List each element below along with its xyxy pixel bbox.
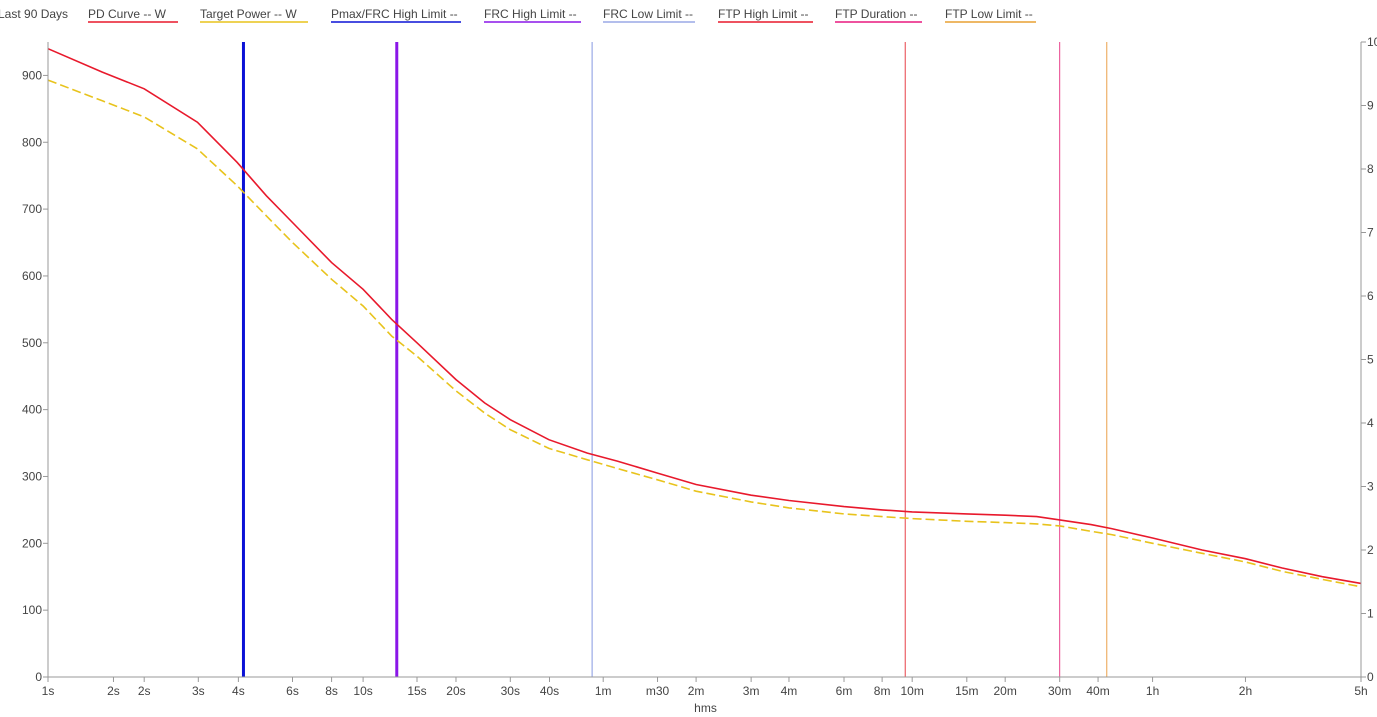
pd-curve-line	[47, 47, 1362, 585]
x-tick-label: 10m	[901, 684, 924, 698]
x-tick-label: 4m	[781, 684, 798, 698]
y2-tick-label: 2	[1367, 543, 1374, 557]
x-tick-label: 15s	[407, 684, 426, 698]
legend-entry-label: Target Power -- W	[200, 7, 297, 21]
x-tick-label: 30s	[501, 684, 520, 698]
y2-tick-label: 6	[1367, 289, 1374, 303]
x-tick-label: 40m	[1086, 684, 1109, 698]
y-axis-right: 0 1 2 3 4 5 6 7 8 9 10	[1360, 35, 1377, 684]
x-tick-label: 6m	[836, 684, 853, 698]
y-tick-label: 400	[22, 403, 42, 417]
y2-tick-label: 10	[1367, 35, 1377, 49]
x-tick-label: 2h	[1239, 684, 1252, 698]
x-tick-label: 4s	[232, 684, 245, 698]
x-tick-label: 20m	[994, 684, 1017, 698]
x-axis: 1s 2s 2s 3s 4s 6s 8s 10s 15s 20s 30s 40s 1m m30 2m 3m 4m…	[42, 676, 1368, 698]
y2-tick-label: 1	[1367, 607, 1374, 621]
y-tick-label: 600	[22, 269, 42, 283]
y2-tick-label: 5	[1367, 353, 1374, 367]
legend-entry-label: FTP High Limit --	[718, 7, 808, 21]
target-power-line	[47, 79, 1362, 588]
x-tick-label: 1s	[42, 684, 55, 698]
y-tick-label: 100	[22, 603, 42, 617]
y2-tick-label: 8	[1367, 162, 1374, 176]
legend-period-label: Last 90 Days	[0, 7, 68, 21]
y2-tick-label: 3	[1367, 480, 1374, 494]
y-tick-label: 0	[35, 670, 42, 684]
x-tick-label: 8m	[874, 684, 891, 698]
x-tick-label: 8s	[325, 684, 338, 698]
x-tick-label: 15m	[955, 684, 978, 698]
y2-tick-label: 0	[1367, 670, 1374, 684]
y-axis-left: 0 100 200 300 400 500 600 700 800 900	[22, 42, 49, 684]
x-tick-label: 30m	[1048, 684, 1071, 698]
x-tick-label: 10s	[353, 684, 372, 698]
y-tick-label: 300	[22, 469, 42, 483]
x-tick-label: 5h	[1354, 684, 1367, 698]
x-tick-label: 1m	[595, 684, 612, 698]
x-tick-label: m30	[646, 684, 670, 698]
x-tick-label: 40s	[540, 684, 559, 698]
x-tick-label: 3s	[192, 684, 205, 698]
x-tick-label: 20s	[446, 684, 465, 698]
legend-entry-label: FRC High Limit --	[484, 7, 577, 21]
y-tick-label: 700	[22, 202, 42, 216]
legend-entry-label: Pmax/FRC High Limit --	[331, 7, 458, 21]
y2-tick-label: 9	[1367, 99, 1374, 113]
y2-tick-label: 4	[1367, 416, 1374, 430]
legend-entry-label: FRC Low Limit --	[603, 7, 693, 21]
x-tick-label: 2s	[138, 684, 151, 698]
legend: Last 90 Days PD Curve -- W Target Power --…	[0, 7, 1036, 23]
legend-entry-label: PD Curve -- W	[88, 7, 167, 21]
x-tick-label: 2s	[107, 684, 120, 698]
x-tick-label: 1h	[1146, 684, 1159, 698]
y-tick-label: 900	[22, 68, 42, 82]
y2-tick-label: 7	[1367, 226, 1374, 240]
y-tick-label: 500	[22, 336, 42, 350]
x-tick-label: 2m	[688, 684, 705, 698]
x-axis-label: hms	[694, 701, 717, 715]
legend-entry-label: FTP Low Limit --	[945, 7, 1033, 21]
x-tick-label: 3m	[743, 684, 760, 698]
plot-area	[47, 42, 1362, 677]
y-tick-label: 200	[22, 536, 42, 550]
legend-entry-label: FTP Duration --	[835, 7, 917, 21]
x-tick-label: 6s	[286, 684, 299, 698]
y-tick-label: 800	[22, 135, 42, 149]
